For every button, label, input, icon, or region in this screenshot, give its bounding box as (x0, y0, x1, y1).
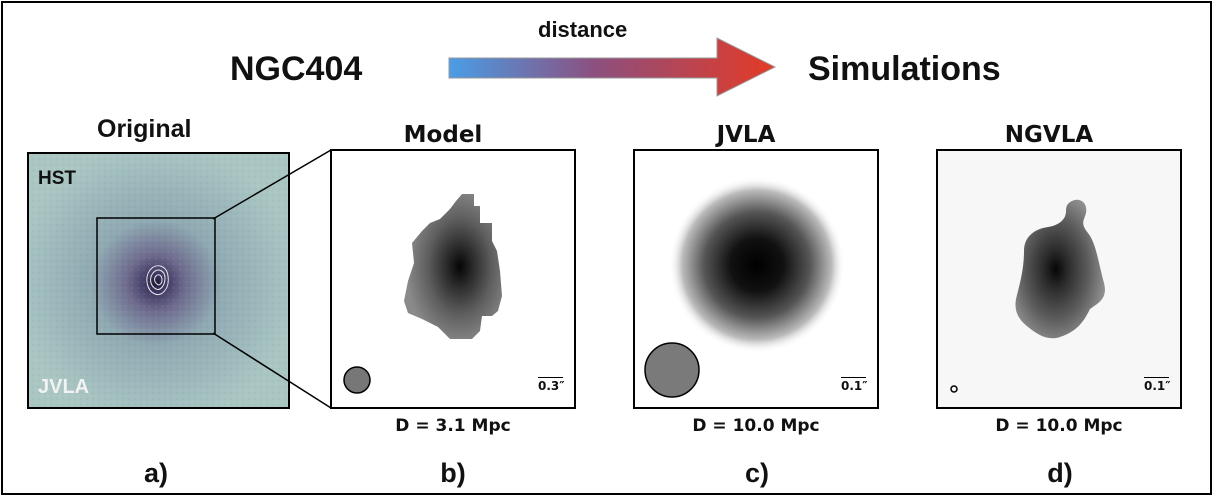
panel-c-title: JVLA (716, 122, 776, 148)
scale-bar-label: 0.1″ (841, 379, 868, 393)
panel-b-image: 0.3″ (330, 149, 576, 409)
jvla-image (644, 177, 845, 398)
panel-d-letter: d) (1047, 458, 1073, 488)
panel-b-distance: D = 3.1 Mpc (395, 416, 511, 436)
scale-bar-label: 0.1″ (1144, 379, 1171, 393)
beam-ellipse (343, 366, 371, 394)
ngvla-image (938, 151, 1180, 407)
zoom-connector-lines (212, 149, 332, 409)
panel-d-title: NGVLA (1004, 122, 1094, 148)
jvla-label: JVLA (38, 376, 90, 398)
panel-a-image: HST JVLA (27, 152, 290, 409)
panel-c-letter: c) (744, 458, 769, 488)
panel-c-image: 0.1″ (633, 149, 879, 409)
distance-arrow (448, 37, 777, 97)
scale-bar-label: 0.3″ (538, 379, 565, 393)
panel-a-title: Original (97, 115, 192, 143)
scale-bar: 0.1″ (1144, 377, 1171, 393)
panel-b-title: Model (403, 122, 483, 148)
panel-b-letter: b) (440, 458, 466, 488)
zoom-box (96, 217, 216, 335)
hst-label: HST (38, 168, 76, 189)
simulations-title: Simulations (808, 50, 1001, 88)
source-name-title: NGC404 (230, 50, 363, 88)
hst-image (29, 154, 288, 407)
distance-arrow-label: distance (538, 17, 628, 42)
panel-d-distance: D = 10.0 Mpc (995, 416, 1123, 436)
beam-ellipse (644, 342, 700, 398)
scale-bar: 0.3″ (538, 377, 565, 393)
panel-a-letter: a) (143, 458, 168, 488)
model-image (343, 194, 502, 394)
scale-bar: 0.1″ (841, 377, 868, 393)
panel-c-distance: D = 10.0 Mpc (692, 416, 820, 436)
beam-ellipse (950, 385, 958, 393)
panel-d-image: 0.1″ (936, 149, 1182, 409)
